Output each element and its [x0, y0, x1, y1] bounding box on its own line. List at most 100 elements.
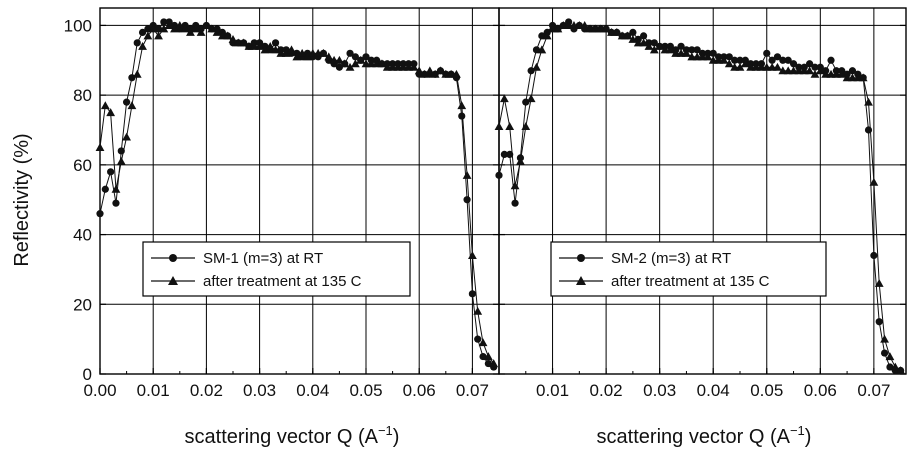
data-point-circle [362, 53, 370, 61]
data-point-triangle [612, 28, 622, 36]
data-point-triangle [864, 97, 873, 106]
data-point-triangle [494, 122, 504, 131]
data-point-triangle [457, 101, 467, 110]
x-tick-label: 0.04 [697, 381, 730, 400]
x-axis-label-right: scattering vector Q (A−1) [597, 423, 812, 448]
data-point-circle [709, 49, 717, 57]
data-point-triangle [356, 55, 366, 64]
data-point-triangle [553, 24, 563, 33]
data-point-triangle [324, 52, 334, 61]
data-point-triangle [532, 62, 541, 71]
y-tick-label: 0 [83, 365, 92, 384]
data-point-triangle [436, 66, 445, 75]
data-point-triangle [724, 59, 734, 68]
data-point-circle [827, 56, 835, 64]
data-point-circle [128, 74, 136, 82]
data-point-circle [463, 196, 471, 204]
data-point-circle [160, 18, 168, 26]
data-point-circle [848, 67, 857, 75]
data-point-triangle [196, 28, 206, 36]
x-tick-label: 0.02 [590, 381, 623, 400]
data-point-circle [629, 28, 637, 36]
plot-frame [498, 7, 907, 375]
data-point-triangle [510, 181, 520, 190]
data-point-triangle [239, 38, 249, 47]
data-point-triangle [170, 24, 179, 33]
data-point-circle [763, 49, 771, 57]
data-point-triangle [180, 24, 190, 33]
data-point-circle [479, 352, 487, 361]
data-point-triangle [462, 170, 472, 179]
x-tick-label: 0.03 [643, 381, 676, 400]
x-tick-label: 0.06 [804, 381, 837, 400]
data-point-triangle [810, 69, 820, 78]
data-point-circle [500, 150, 508, 158]
data-point-triangle [287, 45, 296, 54]
data-point-circle [335, 63, 343, 71]
data-point-circle [731, 56, 739, 64]
data-point-triangle [420, 69, 429, 78]
data-point-triangle [874, 278, 884, 287]
data-point-circle [474, 335, 482, 343]
data-point-triangle [116, 156, 126, 165]
data-point-triangle [499, 94, 509, 103]
data-point-triangle [623, 31, 632, 40]
x-tick-label: 0.04 [296, 381, 329, 400]
y-tick-label: 20 [73, 295, 92, 314]
data-point-circle [154, 25, 163, 33]
chart-panel-left: 0 20 40 60 80 100 0.00 0.01 0.02 0.03 0.04 0.05 0.06… [64, 7, 500, 400]
data-point-triangle [95, 143, 105, 151]
data-point-circle [506, 150, 514, 158]
data-point-triangle [815, 66, 825, 75]
data-point-triangle [297, 48, 307, 57]
data-point-triangle [896, 366, 906, 375]
legend-box [142, 241, 411, 297]
data-point-circle [144, 25, 152, 33]
data-point-triangle [138, 41, 147, 50]
y-tick-label: 60 [73, 156, 92, 175]
data-point-circle [773, 53, 782, 61]
data-point-triangle [580, 21, 590, 29]
data-point-triangle [202, 21, 211, 29]
data-point-triangle [880, 334, 889, 343]
data-point-triangle [885, 352, 895, 361]
data-point-triangle [271, 45, 280, 54]
data-point-triangle [805, 66, 815, 75]
data-point-circle [789, 60, 798, 68]
data-point-circle [650, 39, 658, 47]
y-tick-label: 100 [64, 16, 92, 35]
data-point-triangle [377, 59, 387, 68]
series-line-2 [498, 24, 901, 371]
x-axis-label-left: scattering vector Q (A−1) [185, 423, 400, 448]
data-point-triangle [628, 34, 638, 43]
data-point-triangle [425, 66, 435, 75]
data-point-triangle [148, 24, 158, 33]
x-tick-label: 0.07 [857, 381, 890, 400]
data-point-triangle [452, 69, 461, 78]
x-tick-label: 0.05 [750, 381, 783, 400]
data-point-circle [522, 98, 530, 106]
data-point-triangle [505, 122, 515, 131]
data-point-circle [875, 318, 883, 326]
data-point-triangle [127, 101, 137, 110]
x-tick-label: 0.07 [456, 381, 489, 400]
data-point-triangle [526, 94, 536, 103]
x-tick-label: 0.00 [83, 381, 116, 400]
data-point-triangle [890, 362, 900, 371]
data-point-triangle [837, 69, 847, 78]
x-tick-label: 0.02 [190, 381, 223, 400]
legend: SM-1 (m=3) at RT after treatment at 135 C [142, 241, 411, 297]
y-tick-label: 40 [73, 226, 92, 245]
data-point-triangle [858, 73, 868, 82]
data-point-triangle [260, 45, 270, 54]
data-point-triangle [159, 24, 169, 33]
data-point-circle [693, 46, 701, 54]
data-point-triangle [191, 24, 201, 33]
data-point-triangle [292, 52, 302, 61]
data-point-circle [484, 359, 492, 368]
legend-box [550, 241, 827, 297]
data-point-circle [101, 185, 109, 193]
data-point-triangle [143, 31, 153, 40]
data-point-triangle [255, 41, 264, 50]
